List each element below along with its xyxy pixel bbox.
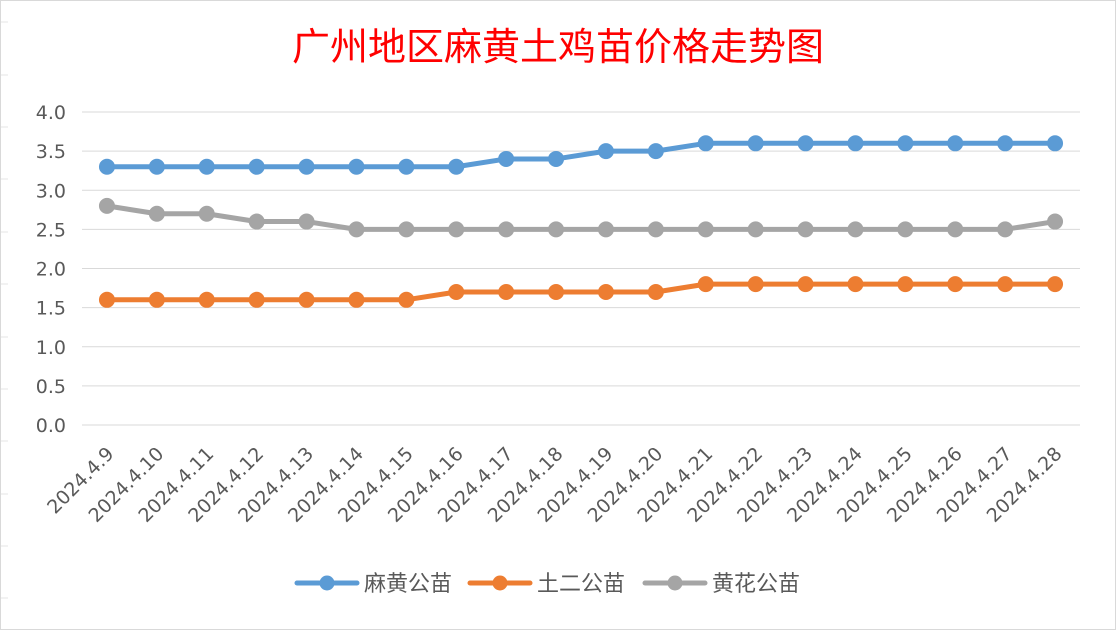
series-line [104,203,1058,232]
y-tick-label: 1.5 [36,298,66,320]
y-tick-label: 4.0 [36,102,66,124]
series [98,197,1064,238]
data-point [348,221,365,238]
data-point [997,221,1014,238]
data-point [148,205,165,222]
data-point [597,143,614,160]
data-point [697,221,714,238]
y-tick-label: 1.0 [36,337,66,359]
legend-label: 土二公苗 [537,572,625,597]
data-point [98,291,115,308]
data-point [597,221,614,238]
data-point [947,135,964,152]
data-point [847,221,864,238]
data-point [947,221,964,238]
data-point [348,291,365,308]
data-point [647,221,664,238]
legend-swatch-marker [319,575,335,591]
data-point [997,276,1014,293]
data-point [1047,213,1064,230]
data-point [548,221,565,238]
legend-label: 麻黄公苗 [364,572,452,597]
data-point [897,276,914,293]
data-point [747,135,764,152]
data-point [448,221,465,238]
y-tick-label: 3.0 [36,180,66,202]
data-point [198,291,215,308]
data-point [498,283,515,300]
data-point [1047,276,1064,293]
data-point [498,150,515,167]
y-axis-tick-labels: 0.0 0.5 1.0 1.5 2.0 2.5 3.0 3.5 4.0 [36,102,66,437]
data-point [398,291,415,308]
legend-label: 黄花公苗 [712,572,800,597]
legend-item: 土二公苗 [467,572,625,597]
data-point [647,143,664,160]
data-point [847,135,864,152]
series-group [98,135,1064,308]
data-point [597,283,614,300]
legend-swatch-marker [492,575,508,591]
data-point [647,283,664,300]
data-point [747,221,764,238]
data-point [498,221,515,238]
data-point [298,158,315,175]
data-point [448,283,465,300]
chart-title: 广州地区麻黄土鸡苗价格走势图 [292,25,824,69]
horizontal-gridlines [82,111,1080,426]
data-point [248,291,265,308]
data-point [248,213,265,230]
data-point [298,291,315,308]
data-point [298,213,315,230]
data-point [198,205,215,222]
data-point [548,150,565,167]
data-point [797,221,814,238]
data-point [398,221,415,238]
data-point [398,158,415,175]
data-point [98,158,115,175]
legend: 麻黄公苗 土二公苗 黄花公苗 [294,572,800,597]
y-tick-label: 2.0 [36,259,66,281]
y-tick-label: 3.5 [36,141,66,163]
data-point [148,158,165,175]
data-point [747,276,764,293]
y-tick-label: 0.5 [36,376,66,398]
data-point [797,276,814,293]
data-point [697,135,714,152]
data-point [947,276,964,293]
data-point [897,221,914,238]
series-line [104,140,1058,170]
series [98,276,1064,308]
data-point [348,158,365,175]
data-point [148,291,165,308]
data-point [98,197,115,214]
y-tick-label: 0.0 [36,415,66,437]
data-point [548,283,565,300]
data-point [198,158,215,175]
data-point [448,158,465,175]
series-line [104,281,1058,303]
data-point [697,276,714,293]
y-tick-label: 2.5 [36,219,66,241]
data-point [797,135,814,152]
data-point [1047,135,1064,152]
legend-item: 黄花公苗 [642,572,800,597]
legend-swatch-marker [667,575,683,591]
x-axis-tick-labels: 2024.4.92024.4.102024.4.112024.4.122024.… [43,443,1066,527]
data-point [847,276,864,293]
series [98,135,1064,175]
data-point [248,158,265,175]
legend-item: 麻黄公苗 [294,572,452,597]
data-point [997,135,1014,152]
data-point [897,135,914,152]
